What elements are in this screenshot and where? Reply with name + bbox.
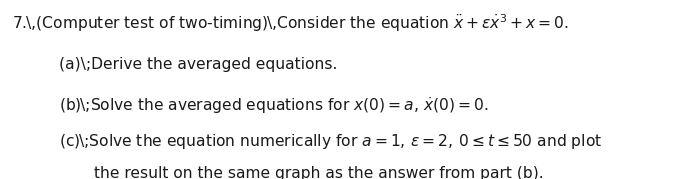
Text: the result on the same graph as the answer from part (b).: the result on the same graph as the answ…: [94, 166, 543, 179]
Text: 7.\,(Computer test of two-timing)\,Consider the equation $\ddot{x} + \epsilon\do: 7.\,(Computer test of two-timing)\,Consi…: [12, 13, 570, 34]
Text: (c)\;Solve the equation numerically for $a = 1,\,\epsilon = 2,\,0 \leq t \leq 50: (c)\;Solve the equation numerically for …: [59, 132, 602, 151]
Text: (b)\;Solve the averaged equations for $x(0) = a,\,\dot{x}(0) = 0$.: (b)\;Solve the averaged equations for $x…: [59, 95, 489, 116]
Text: (a)\;Derive the averaged equations.: (a)\;Derive the averaged equations.: [59, 57, 337, 72]
